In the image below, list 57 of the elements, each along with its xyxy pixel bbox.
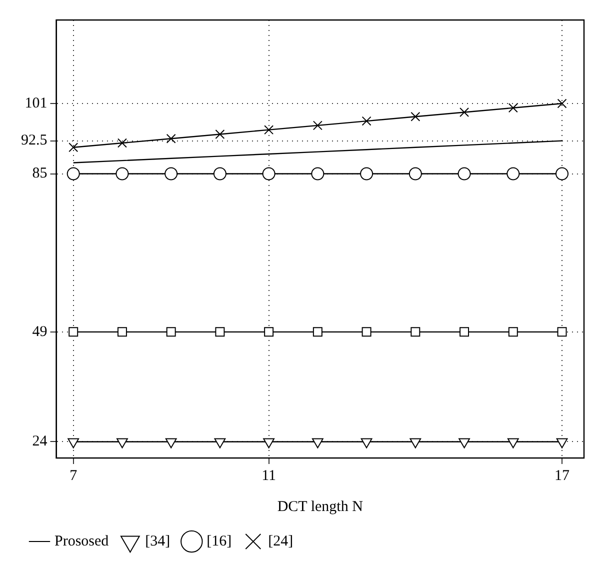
point xyxy=(410,438,422,448)
point xyxy=(556,438,568,448)
point xyxy=(311,167,324,180)
point xyxy=(556,167,569,180)
point xyxy=(213,167,226,180)
point xyxy=(165,438,177,448)
point xyxy=(458,438,470,448)
legend-label: [16] xyxy=(206,533,232,550)
y-tick-label: 92.5 xyxy=(21,132,48,149)
point xyxy=(508,327,518,337)
point xyxy=(458,167,471,180)
point xyxy=(262,167,276,180)
point xyxy=(263,438,275,448)
y-tick-label: 49 xyxy=(32,324,48,340)
point xyxy=(460,108,470,117)
point xyxy=(506,167,520,180)
point xyxy=(117,138,127,148)
point xyxy=(557,327,567,337)
point xyxy=(360,167,374,180)
point xyxy=(312,438,324,448)
legend-label: [24] xyxy=(268,533,294,550)
point xyxy=(68,142,78,152)
legend-label: [34] xyxy=(145,533,170,550)
x-axis-title: DCT length N xyxy=(277,498,364,515)
point xyxy=(410,112,420,122)
point xyxy=(164,167,178,180)
point xyxy=(408,167,422,180)
point xyxy=(116,167,129,180)
point xyxy=(264,327,274,337)
point xyxy=(215,327,225,337)
x-tick-label: 11 xyxy=(262,468,276,484)
point xyxy=(508,103,518,113)
point xyxy=(116,438,128,448)
point xyxy=(507,438,519,448)
point xyxy=(312,120,322,130)
y-tick-label: 85 xyxy=(32,166,48,182)
point xyxy=(362,116,372,126)
point xyxy=(214,438,226,448)
point xyxy=(360,438,372,448)
point xyxy=(362,327,372,337)
point xyxy=(68,327,78,337)
point xyxy=(312,327,322,337)
point xyxy=(66,167,80,180)
point xyxy=(166,327,176,337)
point xyxy=(557,98,567,108)
y-tick-label: 101 xyxy=(24,95,48,112)
point xyxy=(117,327,127,337)
y-tick-label: 24 xyxy=(32,434,48,450)
point xyxy=(68,438,80,448)
x-tick-label: 7 xyxy=(70,468,78,484)
point xyxy=(215,129,225,139)
point xyxy=(460,327,470,337)
legend-label: Prososed xyxy=(54,533,110,550)
point xyxy=(410,327,420,337)
point xyxy=(166,134,176,144)
x-tick-label: 17 xyxy=(554,468,570,484)
point xyxy=(264,125,274,135)
